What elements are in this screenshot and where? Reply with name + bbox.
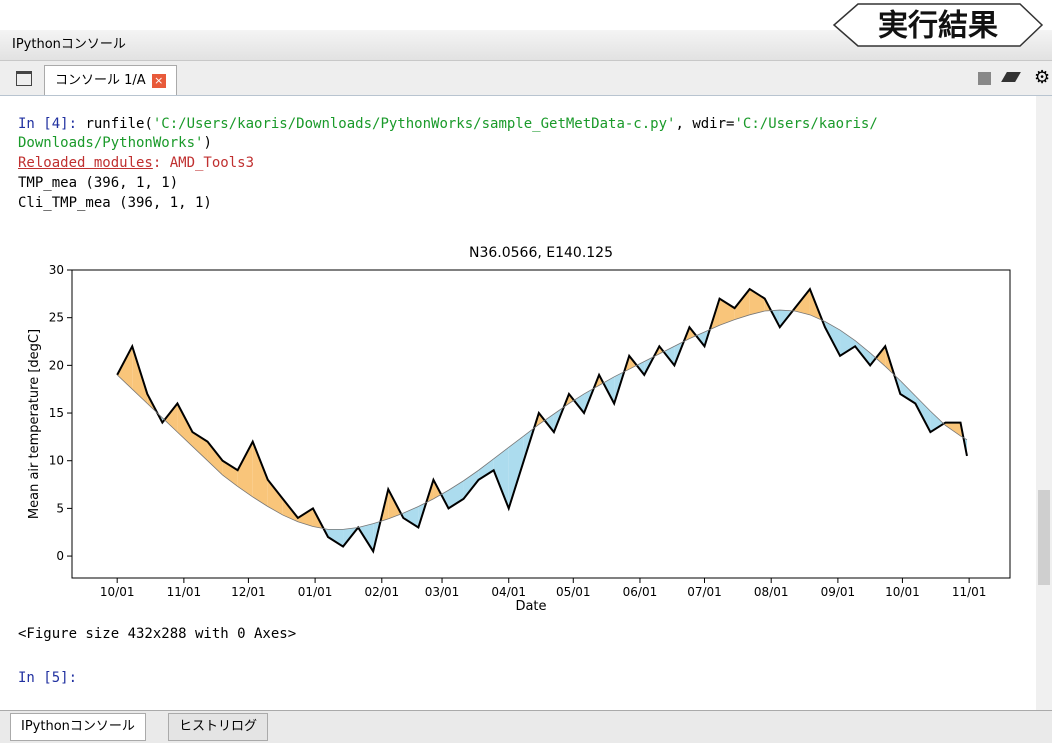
fill-between xyxy=(809,289,823,321)
badge-text: 実行結果 xyxy=(878,9,998,44)
climate-line xyxy=(116,309,968,530)
console: In [4]: runfile('C:/Users/kaoris/Downloa… xyxy=(0,96,1035,710)
console-tab[interactable]: コンソール 1/A × xyxy=(44,65,177,95)
x-tick-label: 08/01 xyxy=(754,585,789,599)
output: <Figure size 432x288 with 0 Axes> xyxy=(18,626,297,642)
x-tick-label: 09/01 xyxy=(821,585,856,599)
x-tick-label: 12/01 xyxy=(231,585,266,599)
x-tick-label: 11/01 xyxy=(167,585,202,599)
fill-between xyxy=(267,479,283,516)
output: : AMD_Tools3 xyxy=(152,155,255,171)
x-tick-label: 10/01 xyxy=(100,585,135,599)
settings-button[interactable]: ⚙ xyxy=(1034,67,1051,88)
link[interactable]: Reloaded modules xyxy=(18,155,153,171)
folder-icon[interactable] xyxy=(16,71,32,86)
string: Downloads/PythonWorks' xyxy=(18,135,204,151)
code: runfile( xyxy=(77,116,153,132)
x-tick-label: 04/01 xyxy=(491,585,526,599)
close-button[interactable]: × xyxy=(151,73,166,88)
code: , wdir= xyxy=(675,116,735,132)
chart-title: N36.0566, E140.125 xyxy=(469,245,613,261)
fill-between xyxy=(493,447,509,509)
fill-between xyxy=(237,441,253,497)
tab-row: コンソール 1/A × ⚙ xyxy=(0,61,1052,96)
y-tick-label: 5 xyxy=(56,501,64,515)
fill-between xyxy=(840,330,856,356)
bottom-tab[interactable]: IPythonコンソール xyxy=(10,713,146,741)
x-tick-label: 03/01 xyxy=(425,585,460,599)
x-tick-label: 02/01 xyxy=(365,585,400,599)
tab-label: コンソール 1/A xyxy=(55,73,146,88)
x-tick-label: 06/01 xyxy=(623,585,658,599)
fill-between xyxy=(207,441,223,476)
fill-between xyxy=(875,346,886,367)
fill-between xyxy=(900,380,916,404)
fill-between xyxy=(297,508,313,527)
string: 'C:/Users/kaoris/ xyxy=(734,116,878,132)
y-axis-label: Mean air temperature [degC] xyxy=(27,329,42,519)
fill-between xyxy=(222,460,238,487)
fill-between xyxy=(177,403,193,447)
stop-button[interactable] xyxy=(978,72,991,85)
x-tick-label: 10/01 xyxy=(885,585,920,599)
fill-between xyxy=(945,422,961,436)
output: Cli_TMP_mea (396, 1, 1) xyxy=(18,195,212,211)
fill-between xyxy=(328,529,344,547)
x-tick-label: 11/01 xyxy=(952,585,987,599)
window-title: IPythonコンソール xyxy=(12,37,126,52)
y-tick-label: 0 xyxy=(56,549,64,563)
scroll-thumb[interactable] xyxy=(1038,490,1050,585)
fill-between xyxy=(719,298,735,326)
y-tick-label: 15 xyxy=(49,406,64,420)
fill-between xyxy=(734,289,750,320)
fill-between xyxy=(448,480,464,509)
badge-shape xyxy=(832,3,1044,47)
fill-between xyxy=(794,289,810,315)
prompt: In [5]: xyxy=(18,670,78,686)
fill-between xyxy=(147,393,158,414)
fill-between xyxy=(749,289,765,315)
bottom-tabs: IPythonコンソール ヒストリログ xyxy=(0,710,1052,743)
string: 'C:/Users/kaoris/Downloads/PythonWorks/s… xyxy=(152,116,676,132)
prompt: In [4]: xyxy=(18,116,78,132)
x-tick-label: 07/01 xyxy=(687,585,722,599)
fill-between xyxy=(164,403,178,433)
badge: 実行結果 xyxy=(832,3,1044,47)
fill-between xyxy=(930,411,944,433)
y-tick-label: 30 xyxy=(49,263,64,277)
observed-line xyxy=(116,287,968,554)
y-tick-label: 20 xyxy=(49,358,64,372)
y-tick-label: 10 xyxy=(49,454,64,468)
x-axis-label: Date xyxy=(515,599,546,614)
fill-between xyxy=(508,435,524,509)
y-tick-label: 25 xyxy=(49,311,64,325)
x-tick-label: 01/01 xyxy=(298,585,333,599)
plot-frame xyxy=(71,269,1011,579)
fill-between xyxy=(478,458,494,480)
code: ) xyxy=(203,135,212,151)
fill-between xyxy=(252,441,268,507)
chart: N36.0566, E140.125 Date Mean air tempera… xyxy=(27,245,1011,614)
x-tick-label: 05/01 xyxy=(556,585,591,599)
scrollbar[interactable] xyxy=(1036,96,1052,710)
output: TMP_mea (396, 1, 1) xyxy=(18,175,179,191)
fill-between xyxy=(463,470,479,499)
clear-button[interactable] xyxy=(1001,72,1021,82)
bottom-tab[interactable]: ヒストリログ xyxy=(168,713,269,741)
